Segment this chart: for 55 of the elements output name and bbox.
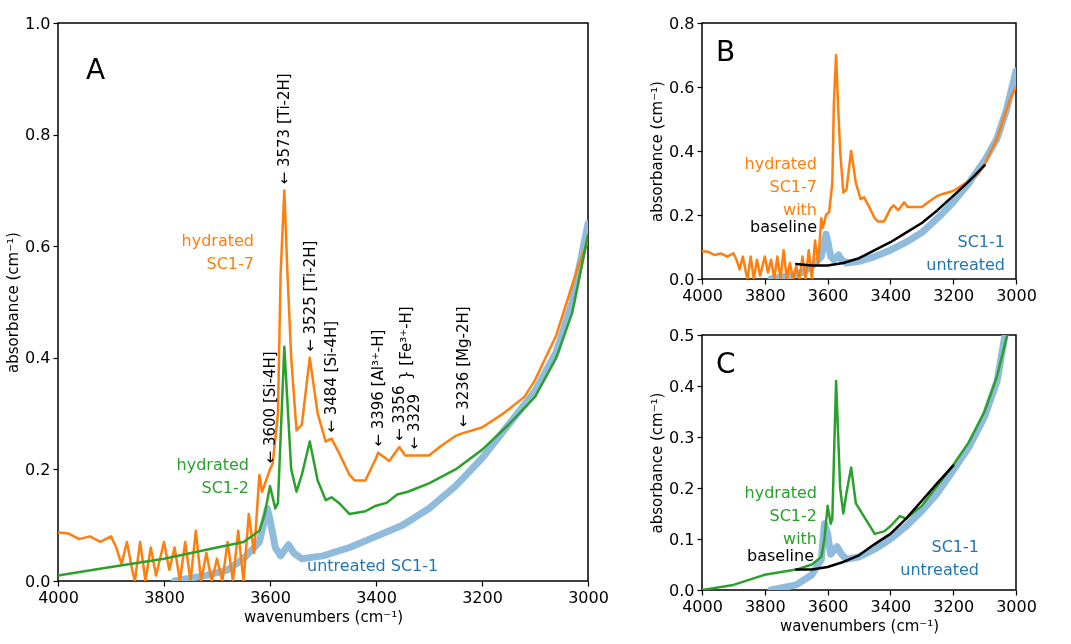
- x-tick-label: 3600: [807, 285, 849, 305]
- x-tick-label: 3800: [744, 285, 786, 305]
- x-axis-title: wavenumbers (cm⁻¹): [779, 616, 940, 635]
- series-label: SC1-1 untreated: [900, 537, 979, 579]
- x-tick-label: 3800: [744, 596, 786, 616]
- x-tick-label: 3200: [933, 285, 975, 305]
- y-tick-label: 0.3: [669, 427, 695, 447]
- x-tick-label: 3400: [870, 596, 912, 616]
- annotation: ← 3329: [404, 393, 423, 450]
- x-tick-label: 3400: [870, 285, 912, 305]
- y-axis-title: absorbance (cm⁻¹): [4, 232, 23, 373]
- x-tick-label: 3000: [568, 587, 609, 607]
- x-tick-label: 3200: [933, 596, 975, 616]
- y-axis-title: absorbance (cm⁻¹): [648, 392, 667, 534]
- series-label: baseline: [746, 546, 814, 565]
- annotation: } [Fe³⁺-H]: [397, 306, 415, 380]
- line-series: [702, 335, 1009, 590]
- y-tick-label: 0.4: [669, 141, 695, 161]
- series-label: SC1-1 untreated: [926, 232, 1005, 274]
- series-label: untreated SC1-1: [307, 556, 439, 575]
- annotation: ← 3600 [Si-4H]: [261, 351, 279, 464]
- annotation: ← 3525 [Ti-2H]: [300, 240, 319, 352]
- x-axis-title: wavenumbers (cm⁻¹): [243, 607, 404, 626]
- y-tick-label: 0.8: [669, 13, 695, 33]
- y-tick-label: 0.4: [25, 348, 51, 368]
- annotation: A: [86, 53, 106, 86]
- y-tick-label: 0.2: [669, 205, 695, 225]
- x-tick-label: 3600: [807, 596, 849, 616]
- y-axis-title: absorbance (cm⁻¹): [648, 81, 667, 222]
- annotation: ← 3236 [Mg-2H]: [453, 306, 472, 428]
- y-tick-label: 0.6: [669, 77, 695, 97]
- y-tick-label: 0.8: [25, 125, 51, 145]
- series-label: hydrated SC1-7: [181, 231, 254, 273]
- x-tick-label: 3000: [996, 596, 1037, 616]
- series-label: baseline: [749, 217, 817, 236]
- x-tick-label: 3800: [144, 587, 185, 607]
- annotation: ← 3573 [Ti-2H]: [275, 73, 294, 185]
- x-tick-label: 3200: [462, 587, 503, 607]
- series-label: hydrated SC1-7 with: [744, 154, 817, 219]
- y-tick-label: 0.4: [669, 376, 695, 396]
- x-tick-label: 3400: [356, 587, 397, 607]
- annotation: B: [716, 35, 736, 68]
- y-tick-label: 0.6: [25, 236, 51, 256]
- annotation: ← 3484 [Si-4H]: [322, 320, 341, 433]
- annotation: ← 3396 [Al³⁺-H]: [369, 329, 388, 447]
- y-tick-label: 0.1: [669, 529, 695, 549]
- series-label: hydrated SC1-2 with: [744, 483, 817, 548]
- series-label: hydrated SC1-2: [176, 455, 249, 497]
- x-tick-label: 3000: [996, 285, 1037, 305]
- y-tick-label: 0.5: [669, 325, 695, 345]
- y-tick-label: 0.2: [25, 459, 51, 479]
- y-tick-label: 1.0: [25, 13, 51, 33]
- annotation: C: [716, 347, 736, 380]
- x-tick-label: 3600: [250, 587, 291, 607]
- y-tick-label: 0.2: [669, 478, 695, 498]
